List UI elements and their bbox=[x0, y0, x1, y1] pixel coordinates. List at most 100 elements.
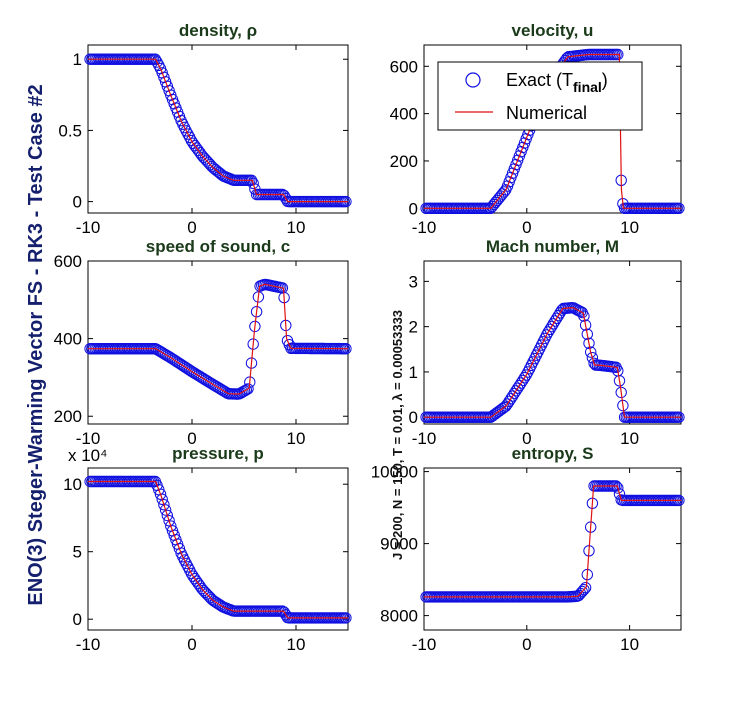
exact-point-mach-72 bbox=[542, 326, 554, 338]
exponent-label-pressure: x 10⁴ bbox=[68, 446, 107, 465]
exact-point-mach-58 bbox=[518, 372, 531, 384]
panel-density: density, ρ -10 0 10 0 0.5 1 bbox=[58, 21, 352, 237]
y-tick-label-density-0: 0 bbox=[73, 193, 82, 212]
x-tick-label-pressure-2: 10 bbox=[287, 635, 306, 654]
numerical-line-density bbox=[88, 58, 348, 203]
numerical-line-sound bbox=[88, 283, 349, 395]
exact-point-mach-96 bbox=[583, 337, 595, 349]
numerical-line-entropy bbox=[424, 485, 681, 598]
y-tick-label-mach-3: 3 bbox=[409, 272, 418, 291]
panel-title-entropy: entropy, S bbox=[512, 444, 594, 463]
x-tick-label-mach-0: -10 bbox=[412, 429, 437, 448]
y-tick-label-entropy-0: 8000 bbox=[380, 607, 418, 626]
exact-point-entropy-93 bbox=[578, 584, 590, 596]
exact-point-mach-73 bbox=[544, 323, 556, 335]
legend-exact-marker bbox=[465, 72, 481, 88]
exact-point-sound-78 bbox=[218, 385, 230, 397]
panel-mach: Mach number, M -10 0 10 0 1 2 3 bbox=[409, 237, 685, 448]
exact-point-pressure-43 bbox=[158, 499, 170, 511]
y-tick-label-mach-2: 2 bbox=[409, 318, 418, 337]
numerical-line-mach bbox=[424, 306, 681, 418]
legend: Exact (Tfinal) Numerical bbox=[437, 61, 643, 131]
exact-point-mach-71 bbox=[540, 329, 553, 341]
axes-box-density bbox=[87, 44, 349, 214]
y-tick-label-density-1: 0.5 bbox=[58, 121, 82, 140]
exact-point-pressure-42 bbox=[156, 493, 168, 505]
x-tick-label-density-0: -10 bbox=[76, 218, 101, 237]
exact-point-entropy-113 bbox=[612, 482, 624, 494]
exact-point-velocity-45 bbox=[496, 188, 509, 200]
y-tick-label-pressure-1: 5 bbox=[73, 543, 82, 562]
x-tick-label-pressure-0: -10 bbox=[76, 635, 101, 654]
y-tick-label-pressure-0: 0 bbox=[73, 610, 82, 629]
x-tick-label-sound-2: 10 bbox=[287, 429, 306, 448]
exact-point-entropy-94 bbox=[579, 582, 592, 594]
exact-point-mach-94 bbox=[579, 319, 592, 331]
panel-entropy: entropy, S -10 0 10 8000 9000 10000 bbox=[371, 444, 685, 654]
exact-point-mach-114 bbox=[613, 375, 626, 387]
y-tick-label-mach-1: 1 bbox=[409, 363, 418, 382]
axes-box-mach bbox=[423, 260, 682, 425]
panel-sound: speed of sound, c -10 0 10 200 400 600 bbox=[54, 237, 352, 448]
x-tick-label-entropy-0: -10 bbox=[412, 635, 437, 654]
exact-point-density-95 bbox=[247, 177, 259, 190]
exact-point-pressure-52 bbox=[173, 542, 186, 555]
y-tick-label-mach-0: 0 bbox=[409, 408, 418, 427]
exact-point-sound-90 bbox=[238, 385, 251, 397]
exact-point-mach-95 bbox=[581, 328, 593, 340]
y-tick-label-entropy-2: 10000 bbox=[371, 463, 418, 482]
y-tick-label-velocity-1: 200 bbox=[390, 152, 418, 171]
y-tick-label-velocity-3: 600 bbox=[390, 57, 418, 76]
y-tick-label-density-2: 1 bbox=[73, 50, 82, 69]
exact-point-mach-75 bbox=[547, 318, 559, 330]
exact-point-pressure-45 bbox=[161, 509, 174, 522]
numerical-line-velocity bbox=[424, 53, 681, 209]
x-tick-label-velocity-1: 0 bbox=[522, 218, 531, 237]
x-tick-label-pressure-1: 0 bbox=[187, 635, 196, 654]
exact-point-pressure-41 bbox=[154, 488, 167, 500]
y-tick-label-sound-2: 600 bbox=[54, 252, 82, 271]
legend-numerical-label: Numerical bbox=[506, 103, 587, 123]
y-tick-label-pressure-2: 10 bbox=[63, 475, 82, 494]
x-tick-label-density-2: 10 bbox=[287, 218, 306, 237]
axes-box-entropy bbox=[423, 467, 682, 631]
exact-point-velocity-46 bbox=[498, 186, 510, 198]
exact-point-mach-93 bbox=[578, 310, 590, 322]
legend-exact-label: Exact (Tfinal) bbox=[506, 70, 608, 95]
x-tick-label-density-1: 0 bbox=[187, 218, 196, 237]
numerical-line-pressure bbox=[88, 480, 348, 619]
x-tick-label-mach-1: 0 bbox=[522, 429, 531, 448]
x-tick-label-sound-1: 0 bbox=[187, 429, 196, 448]
y-tick-label-sound-0: 200 bbox=[54, 407, 82, 426]
exact-point-mach-74 bbox=[546, 320, 558, 333]
y-tick-label-sound-1: 400 bbox=[54, 330, 82, 349]
exact-point-pressure-44 bbox=[159, 504, 172, 516]
y-tick-label-entropy-1: 9000 bbox=[380, 535, 418, 554]
y-tick-label-velocity-0: 0 bbox=[409, 199, 418, 218]
y-tick-label-velocity-2: 400 bbox=[390, 105, 418, 124]
exact-point-mach-59 bbox=[520, 369, 532, 381]
x-tick-label-entropy-1: 0 bbox=[522, 635, 531, 654]
axes-box-pressure bbox=[87, 467, 349, 631]
panel-title-pressure: pressure, p bbox=[172, 444, 264, 463]
exact-point-sound-91 bbox=[240, 384, 253, 396]
figure-side-title: ENO(3) Steger-Warming Vector FS - RK3 - … bbox=[25, 84, 47, 605]
exact-point-sound-92 bbox=[242, 383, 254, 395]
panel-title-density: density, ρ bbox=[179, 21, 257, 40]
exact-point-mach-116 bbox=[617, 399, 629, 412]
panel-title-sound: speed of sound, c bbox=[146, 237, 291, 256]
axes-box-sound bbox=[87, 260, 349, 425]
x-tick-label-velocity-2: 10 bbox=[620, 218, 639, 237]
panel-title-mach: Mach number, M bbox=[486, 237, 619, 256]
exact-point-mach-77 bbox=[551, 312, 563, 324]
exact-point-mach-115 bbox=[615, 386, 627, 399]
exact-point-pressure-46 bbox=[163, 515, 175, 527]
panel-title-velocity: velocity, u bbox=[512, 21, 594, 40]
x-tick-label-sound-0: -10 bbox=[76, 429, 101, 448]
x-tick-label-mach-2: 10 bbox=[620, 429, 639, 448]
panel-pressure: pressure, p -10 0 10 0 5 10 x 10⁴ bbox=[63, 444, 352, 654]
figure-side-subtitle: J = 200, N = 150, T = 0.01, λ = 0.000533… bbox=[390, 310, 405, 560]
exact-point-mach-97 bbox=[585, 346, 597, 358]
x-tick-label-velocity-0: -10 bbox=[412, 218, 437, 237]
